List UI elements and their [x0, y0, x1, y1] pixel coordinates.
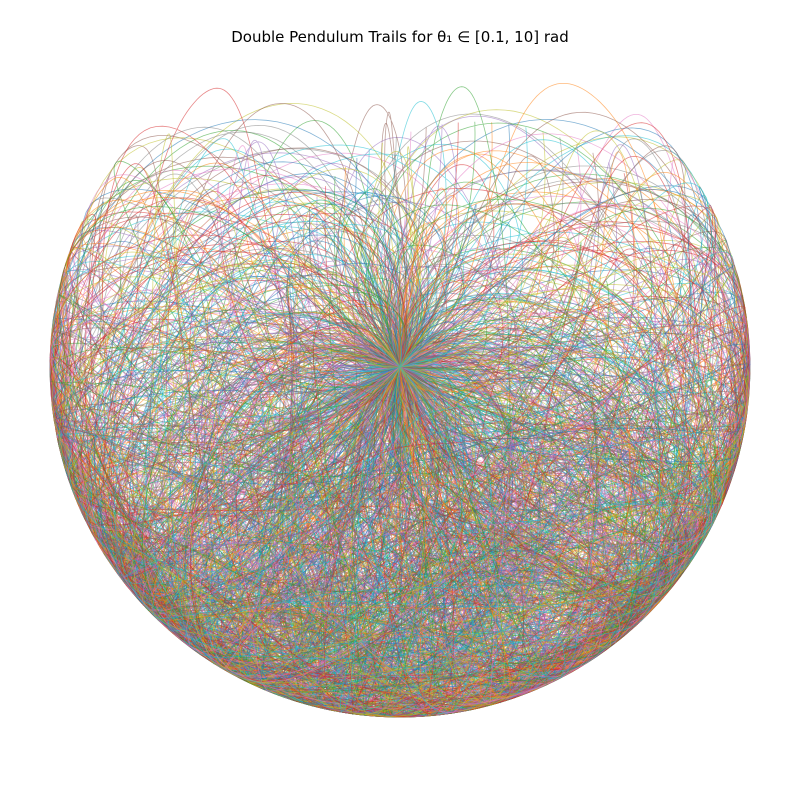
- trail-line: [67, 200, 722, 714]
- trail-line: [58, 139, 746, 718]
- trail-line: [51, 159, 749, 705]
- trail-line: [50, 169, 751, 714]
- trail-line: [51, 247, 749, 718]
- chart-title: Double Pendulum Trails for θ₁ ∈ [0.1, 10…: [231, 28, 569, 46]
- trail-line: [53, 161, 746, 707]
- trail-line: [49, 198, 726, 718]
- trail-line: [50, 222, 750, 717]
- trail-line: [53, 235, 751, 715]
